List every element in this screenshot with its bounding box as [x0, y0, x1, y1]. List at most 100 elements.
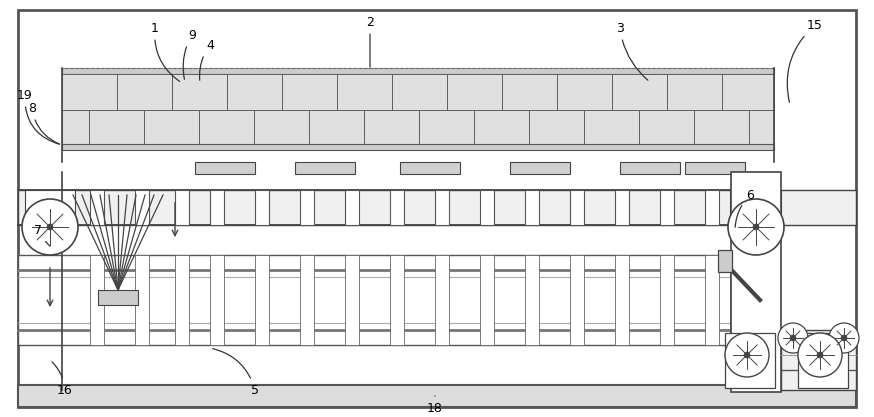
Bar	[390, 255, 404, 345]
Bar	[660, 190, 674, 225]
Bar	[722, 74, 774, 110]
Bar	[345, 190, 359, 225]
Bar	[660, 255, 674, 345]
Bar	[392, 74, 447, 110]
Bar	[474, 110, 529, 144]
Bar	[345, 255, 359, 345]
Bar	[62, 144, 774, 150]
Bar	[199, 110, 254, 144]
Bar	[18, 190, 856, 225]
Bar	[337, 74, 392, 110]
Bar	[694, 110, 749, 144]
Circle shape	[798, 333, 842, 377]
Bar	[435, 190, 449, 225]
Bar	[529, 110, 584, 144]
Bar	[25, 190, 75, 233]
Bar	[89, 110, 144, 144]
Circle shape	[47, 224, 53, 230]
Bar	[480, 255, 494, 345]
Bar	[90, 255, 104, 345]
Bar	[584, 110, 639, 144]
Bar	[570, 255, 584, 345]
Bar	[731, 172, 781, 392]
Bar	[615, 255, 629, 345]
Text: 4: 4	[199, 38, 214, 80]
Bar	[615, 190, 629, 225]
Text: 2: 2	[366, 15, 374, 67]
Bar	[309, 110, 364, 144]
Text: 18: 18	[427, 396, 443, 414]
Circle shape	[817, 352, 823, 358]
Bar	[300, 255, 314, 345]
Bar	[730, 190, 744, 225]
Bar	[718, 250, 732, 272]
Bar	[480, 190, 494, 225]
Bar	[419, 110, 474, 144]
Text: 3: 3	[616, 22, 648, 80]
Bar	[255, 255, 269, 345]
Bar	[725, 333, 775, 388]
Circle shape	[753, 224, 759, 230]
Bar	[144, 110, 199, 144]
Bar	[730, 255, 744, 345]
Bar	[300, 190, 314, 225]
Text: 5: 5	[212, 349, 259, 397]
Circle shape	[790, 335, 796, 341]
Bar	[705, 190, 719, 225]
Text: 8: 8	[28, 101, 59, 144]
Text: 1: 1	[151, 22, 180, 81]
Bar	[135, 255, 149, 345]
Bar	[447, 74, 502, 110]
Text: 9: 9	[184, 28, 196, 79]
Bar	[18, 255, 776, 345]
Bar	[98, 290, 138, 305]
Bar	[175, 190, 189, 225]
Circle shape	[22, 199, 78, 255]
Bar	[798, 333, 848, 388]
Bar	[620, 162, 680, 174]
Circle shape	[841, 335, 847, 341]
Bar	[227, 74, 282, 110]
Bar	[705, 255, 719, 345]
Text: 7: 7	[34, 224, 50, 246]
Bar	[255, 190, 269, 225]
Bar	[210, 190, 224, 225]
Circle shape	[725, 333, 769, 377]
Bar	[510, 162, 570, 174]
Circle shape	[728, 199, 784, 255]
Bar	[525, 190, 539, 225]
Bar	[781, 330, 856, 390]
Circle shape	[829, 323, 859, 353]
Bar	[117, 74, 172, 110]
Bar	[62, 68, 774, 74]
Bar	[525, 255, 539, 345]
Text: 6: 6	[735, 188, 754, 227]
Text: 19: 19	[17, 88, 59, 144]
Bar	[62, 74, 117, 110]
Bar	[502, 74, 557, 110]
Bar	[254, 110, 309, 144]
Bar	[570, 190, 584, 225]
Bar	[390, 190, 404, 225]
Circle shape	[778, 323, 808, 353]
Circle shape	[744, 352, 750, 358]
Bar	[62, 110, 89, 144]
Bar	[175, 255, 189, 345]
Bar	[210, 255, 224, 345]
Bar	[18, 385, 856, 407]
Bar	[612, 74, 667, 110]
Bar	[685, 162, 745, 174]
Bar	[639, 110, 694, 144]
Bar	[295, 162, 355, 174]
Bar	[172, 74, 227, 110]
Bar	[749, 110, 774, 144]
Bar	[667, 74, 722, 110]
Bar	[90, 190, 104, 225]
Bar	[282, 74, 337, 110]
Bar	[195, 162, 255, 174]
Bar	[400, 162, 460, 174]
Bar	[435, 255, 449, 345]
Bar	[731, 190, 781, 233]
Text: 16: 16	[52, 362, 73, 397]
Bar	[557, 74, 612, 110]
